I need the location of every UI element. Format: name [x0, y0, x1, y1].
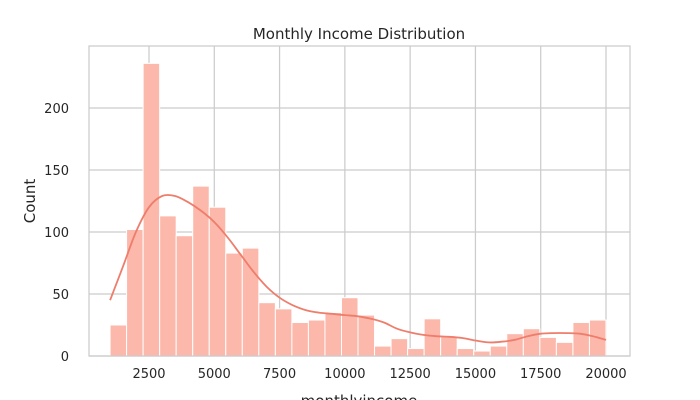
- histogram-bar: [522, 328, 541, 357]
- plot-frame: [88, 45, 631, 357]
- histogram-bar: [572, 322, 590, 357]
- histogram-bar: [390, 338, 409, 357]
- x-tick-label: 20000: [585, 367, 626, 382]
- x-tick-label: 15000: [455, 367, 496, 382]
- histogram-bar: [208, 206, 227, 357]
- x-tick-label: 12500: [389, 367, 430, 382]
- histogram-bar: [374, 345, 392, 357]
- histogram-bar: [407, 348, 425, 357]
- histogram-bar: [175, 235, 194, 357]
- kde-curve: [109, 194, 607, 344]
- y-axis-title: Count: [21, 179, 39, 224]
- histogram-bar: [423, 318, 442, 357]
- y-tick-label: 100: [44, 226, 69, 241]
- x-tick-labels: 2500 5000 7500 10000 12500 15000 17500 20000: [132, 367, 626, 382]
- y-tick-label: 150: [44, 164, 69, 179]
- histogram-bar: [456, 348, 475, 357]
- histogram-bar: [109, 324, 128, 357]
- kde-layer: [109, 194, 607, 344]
- histogram-bar: [258, 302, 276, 357]
- y-tick-label: 50: [52, 288, 69, 303]
- histogram-bar: [555, 341, 574, 357]
- chart-title: Monthly Income Distribution: [253, 25, 465, 43]
- histogram-bar: [489, 345, 508, 357]
- x-tick-label: 7500: [263, 367, 296, 382]
- histogram-bar: [291, 322, 309, 357]
- histogram-bar: [225, 252, 243, 357]
- x-tick-label: 5000: [198, 367, 231, 382]
- histogram-bar: [473, 350, 491, 357]
- histogram-bar: [340, 297, 359, 357]
- histogram-bar: [241, 247, 260, 357]
- histogram-bar: [357, 314, 376, 357]
- x-tick-label: 2500: [132, 367, 165, 382]
- histogram-bar: [274, 308, 293, 357]
- histogram-bar: [159, 215, 177, 357]
- histogram-bar: [440, 335, 458, 357]
- bars-layer: [109, 62, 607, 357]
- histogram-bar: [506, 333, 524, 357]
- y-tick-label: 200: [44, 102, 69, 117]
- histogram-bar: [324, 312, 342, 357]
- x-axis-title: monthlyincome: [301, 392, 418, 400]
- y-tick-label: 0: [61, 350, 69, 365]
- y-tick-labels: 0 50 100 150 200: [44, 102, 69, 365]
- histogram-bar: [307, 319, 326, 357]
- x-tick-label: 17500: [520, 367, 561, 382]
- histogram-bar: [539, 336, 557, 357]
- histogram-bar: [142, 62, 161, 357]
- x-tick-label: 10000: [324, 367, 365, 382]
